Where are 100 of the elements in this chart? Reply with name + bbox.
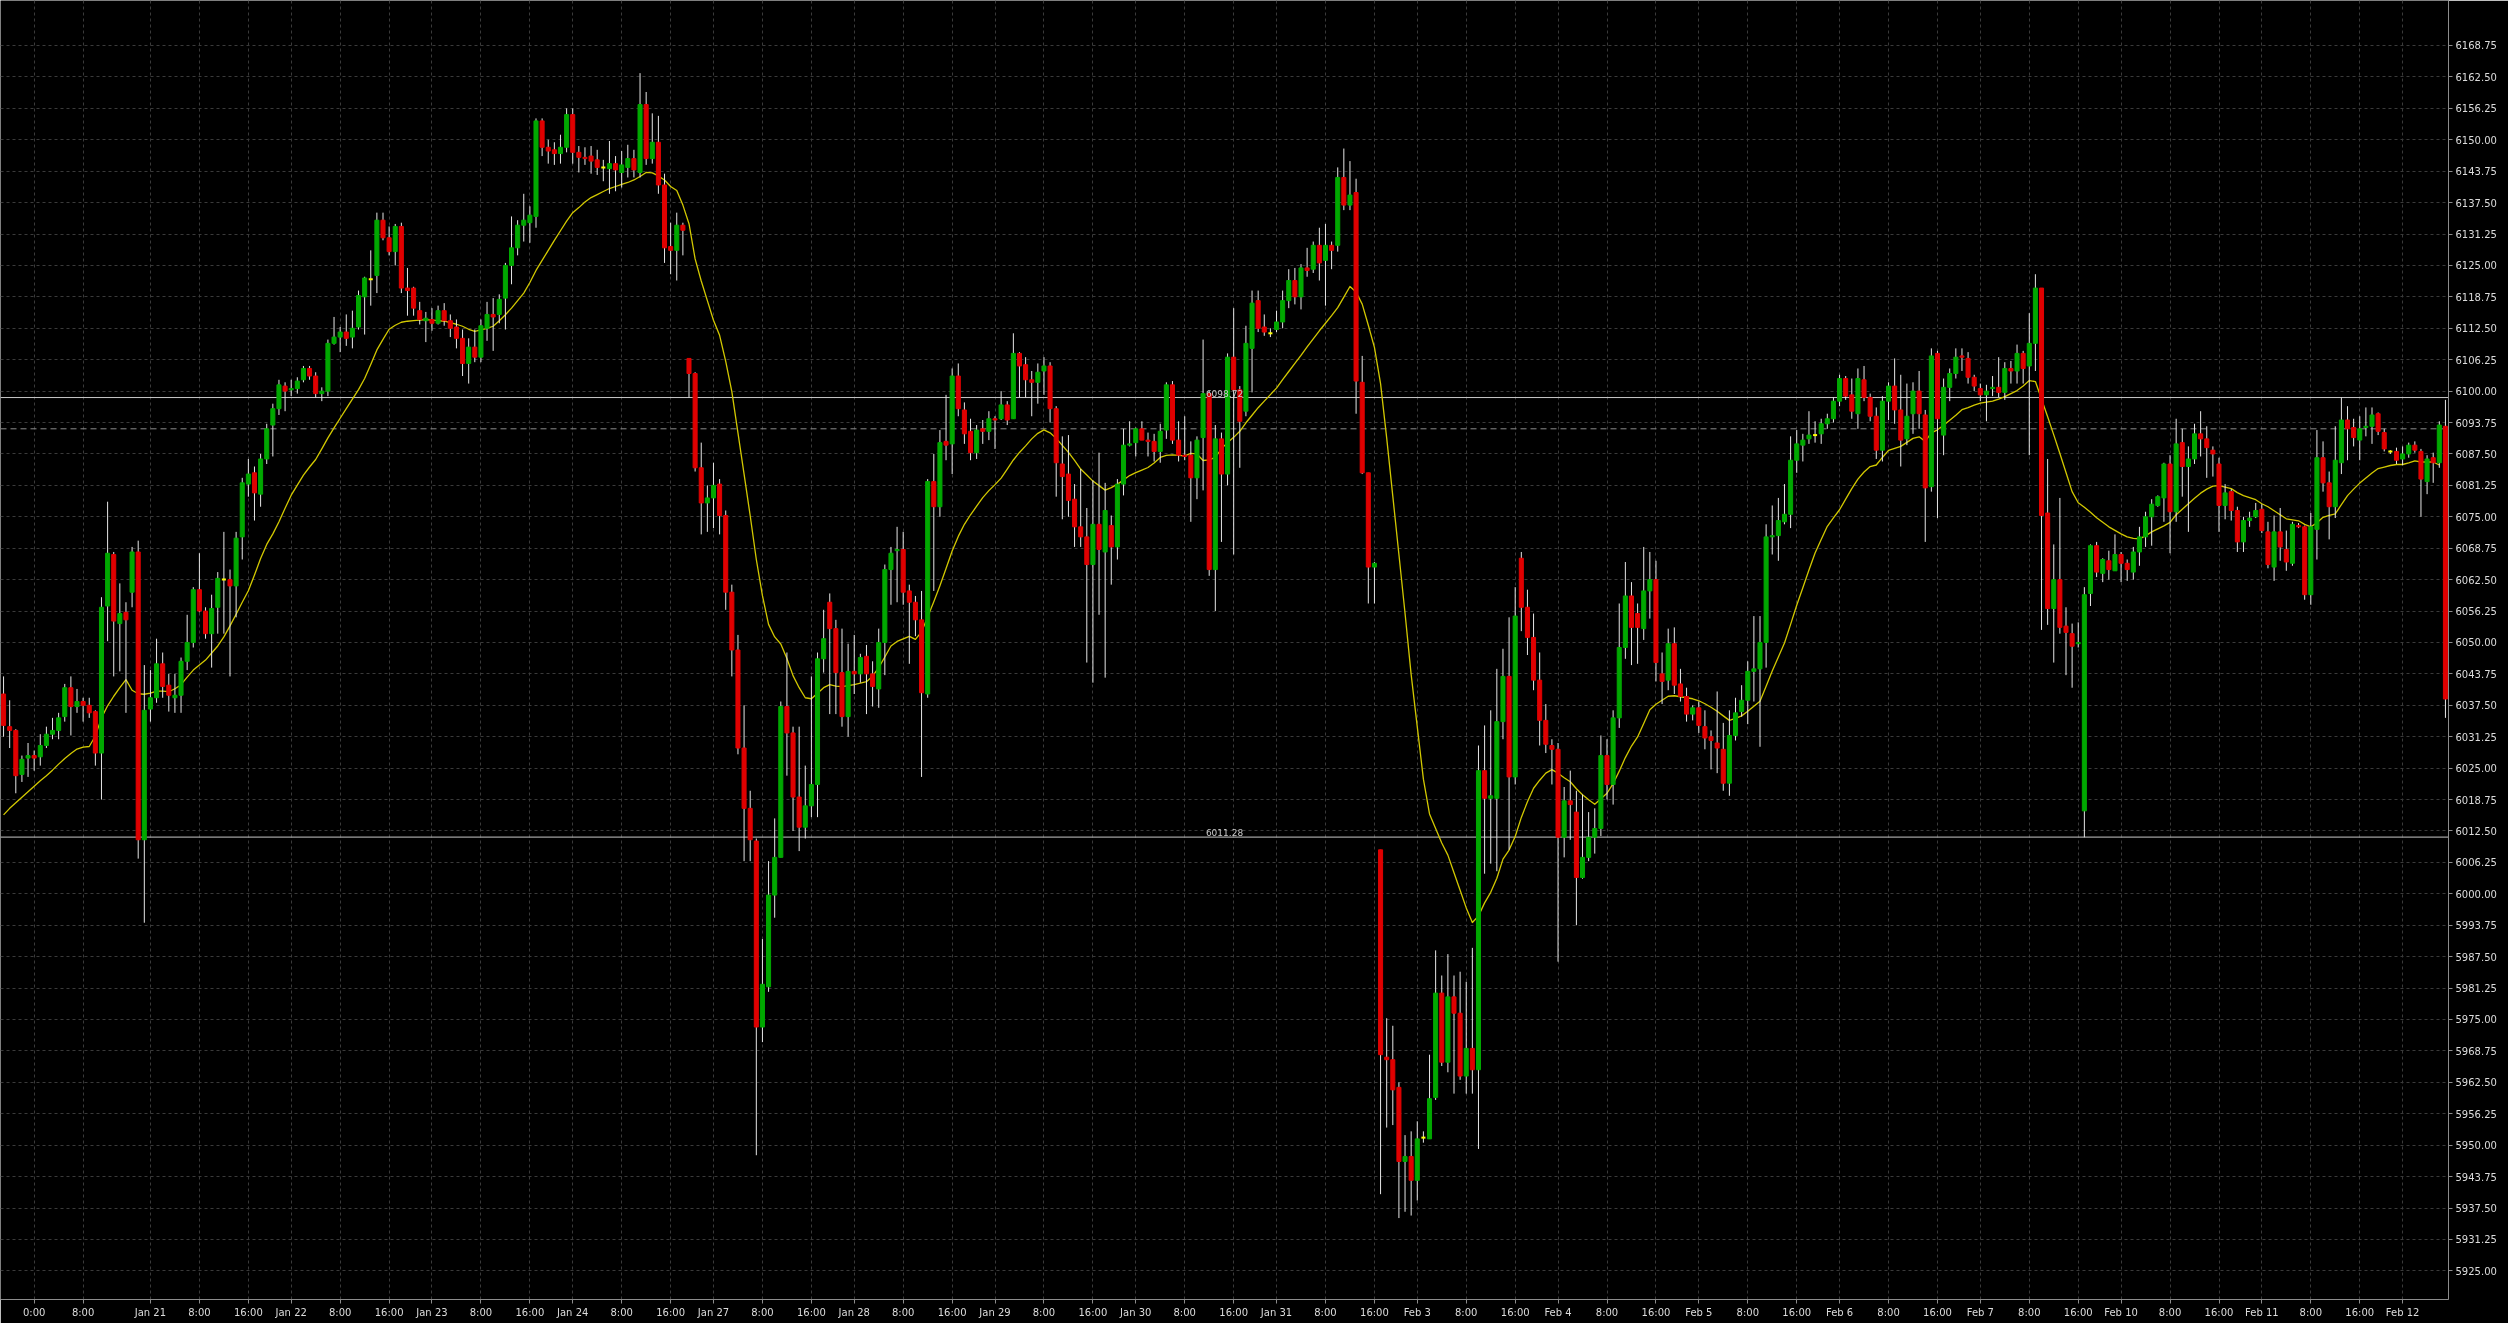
candlestick	[631, 149, 637, 178]
candlestick	[2283, 530, 2289, 572]
candlestick	[1316, 227, 1322, 282]
candlestick	[2112, 533, 2118, 572]
y-tick-label: 6025.00	[2455, 763, 2497, 775]
x-tick-label: Jan 24	[556, 1306, 589, 1318]
y-tick-label: 6012.50	[2455, 825, 2497, 837]
candlestick	[423, 311, 429, 343]
x-tick-label: 8:00	[1455, 1306, 1478, 1318]
candlestick	[1959, 347, 1965, 372]
x-tick-label: Feb 3	[1403, 1306, 1431, 1318]
candlestick	[613, 155, 619, 192]
candlestick	[1904, 383, 1910, 446]
candlestick	[943, 394, 949, 461]
x-tick-label: 16:00	[937, 1306, 967, 1318]
y-tick-label: 5943.75	[2455, 1171, 2497, 1183]
candlestick	[2259, 503, 2265, 534]
x-tick-label: 16:00	[2345, 1306, 2375, 1318]
y-tick-label: 6100.00	[2455, 386, 2497, 398]
candlestick	[496, 293, 502, 324]
candlestick	[2210, 445, 2216, 478]
candlestick	[1041, 356, 1047, 396]
line-series	[2, 171, 2440, 924]
x-tick-label: 16:00	[1360, 1306, 1389, 1318]
y-tick-label: 6068.75	[2455, 543, 2497, 555]
y-tick-label: 6075.00	[2455, 511, 2497, 523]
candlestick	[2020, 350, 2026, 385]
y-tick-label: 5987.50	[2455, 951, 2497, 963]
x-tick-label: 8:00	[1736, 1306, 1759, 1318]
candlestick	[1567, 770, 1573, 841]
x-tick-label: 16:00	[1923, 1306, 1952, 1318]
candlestick	[649, 112, 655, 165]
y-tick-label: 6131.25	[2455, 229, 2497, 241]
x-tick-label: Feb 10	[2104, 1306, 2138, 1318]
candlestick	[680, 222, 686, 256]
candlestick	[1108, 515, 1114, 586]
candlestick	[2381, 428, 2387, 452]
candlestick	[367, 249, 374, 307]
x-tick-label: Feb 4	[1544, 1306, 1572, 1318]
candlestick	[2014, 344, 2020, 385]
x-tick-label: 8:00	[328, 1306, 352, 1318]
candlestick	[25, 742, 31, 778]
candlestick	[1714, 690, 1720, 774]
candlestick	[1916, 370, 1922, 430]
x-tick-label: 8:00	[71, 1306, 95, 1318]
candlestick	[1659, 652, 1665, 705]
y-tick-label: 6162.50	[2455, 71, 2497, 83]
candlestick	[2424, 454, 2430, 495]
candlestick	[123, 601, 129, 714]
y-tick-label: 6050.00	[2455, 637, 2497, 649]
candlestick	[282, 381, 288, 412]
x-tick-label: 0:00	[22, 1306, 46, 1318]
candlestick	[19, 755, 25, 783]
x-tick-label: 16:00	[1078, 1306, 1108, 1318]
candlestick	[1157, 423, 1163, 464]
candlestick	[1329, 241, 1335, 270]
candlestick	[1990, 375, 1996, 397]
y-tick-label: 5937.50	[2455, 1203, 2497, 1215]
y-tick-label: 6000.00	[2455, 888, 2497, 900]
y-tick-label: 6031.25	[2455, 731, 2497, 743]
y-tick-label: 6118.75	[2455, 291, 2497, 303]
x-tick-label: 8:00	[1595, 1306, 1619, 1318]
candlestick	[2008, 360, 2014, 385]
candlestick	[986, 410, 992, 441]
x-tick-label: 8:00	[751, 1306, 774, 1318]
y-tick-label: 6006.25	[2455, 857, 2497, 869]
x-tick-label: 16:00	[1219, 1306, 1249, 1318]
y-tick-label: 6150.00	[2455, 134, 2497, 146]
x-tick-label: Jan 28	[837, 1306, 870, 1318]
candlestick	[1004, 400, 1010, 426]
candlestick	[466, 337, 472, 385]
x-tick-label: 16:00	[374, 1306, 404, 1318]
y-tick-label: 5993.75	[2455, 920, 2497, 932]
candlestick	[1347, 160, 1353, 211]
x-tick-label: Feb 6	[1825, 1306, 1854, 1318]
candlestick	[251, 466, 257, 522]
y-tick-label: 6018.75	[2455, 794, 2497, 806]
y-tick-label: 6143.75	[2455, 166, 2497, 178]
y-tick-label: 6112.50	[2455, 323, 2497, 335]
candlestick	[117, 582, 123, 672]
candlestick	[2100, 557, 2106, 583]
candlestick	[1402, 1134, 1408, 1213]
candlestick	[227, 569, 233, 677]
x-tick-label: 16:00	[2063, 1306, 2093, 1318]
x-tick-label: Jan 27	[696, 1306, 730, 1318]
ref-line-label: 6011.28	[1205, 828, 1244, 839]
candlestick	[974, 424, 980, 460]
x-tick-label: Feb 12	[2385, 1306, 2420, 1318]
y-tick-label: 5968.75	[2455, 1045, 2497, 1057]
candlestick	[2179, 428, 2185, 498]
x-tick-label: Jan 23	[415, 1306, 448, 1318]
candlestick	[1292, 267, 1298, 305]
x-tick-label: 8:00	[1173, 1306, 1196, 1318]
y-tick-label: 5956.25	[2455, 1108, 2497, 1120]
x-tick-label: Feb 11	[2245, 1306, 2279, 1318]
x-tick-label: 8:00	[610, 1306, 633, 1318]
candlestick	[68, 675, 74, 736]
y-tick-label: 6106.25	[2455, 354, 2497, 366]
candlestick	[1983, 384, 1989, 422]
x-tick-label: 8:00	[1032, 1306, 1056, 1318]
